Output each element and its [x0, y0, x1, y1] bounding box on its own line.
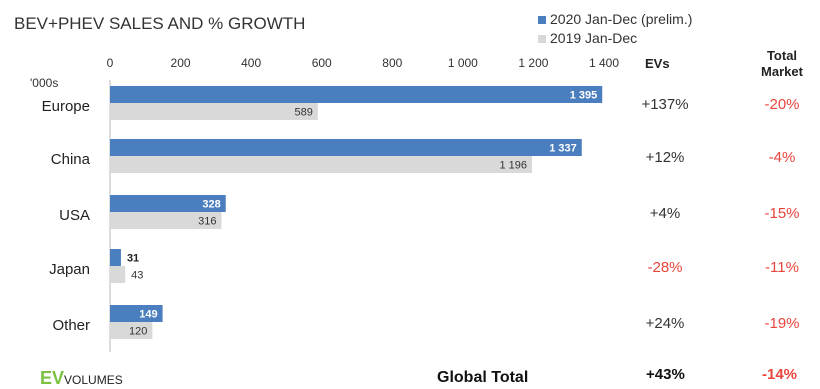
category-label: Japan: [49, 261, 90, 278]
global-total-ev-growth: +43%: [646, 366, 685, 383]
category-label: China: [51, 151, 91, 168]
market-growth-value: -4%: [769, 149, 796, 166]
bar-2020-value-label: 149: [139, 309, 157, 321]
category-label: Other: [52, 317, 90, 334]
bar-2019: [110, 212, 222, 229]
x-tick-label: 200: [171, 56, 191, 70]
ev-volumes-logo: EVVOLUMES: [40, 368, 123, 389]
bar-2020-value-label: 328: [202, 199, 220, 211]
ev-growth-value: +137%: [641, 96, 688, 113]
x-tick-label: 1 400: [589, 56, 619, 70]
market-header-line1: Total: [766, 48, 798, 63]
bar-2020-value-label: 1 337: [549, 143, 577, 155]
x-tick-label: 600: [312, 56, 332, 70]
x-tick-label: 1 000: [448, 56, 478, 70]
x-tick-label: 400: [241, 56, 261, 70]
bar-2020: [110, 195, 226, 212]
ev-growth-value: -28%: [647, 259, 682, 276]
global-total-label: Global Total: [437, 369, 529, 386]
market-growth-value: -11%: [765, 259, 799, 276]
logo-volumes-text: VOLUMES: [64, 373, 123, 387]
legend-item-2019: 2019 Jan-Dec: [538, 30, 637, 46]
ev-growth-value: +24%: [646, 315, 685, 332]
x-tick-label: 1 200: [518, 56, 548, 70]
bar-2020: [110, 86, 603, 103]
legend-swatch-2020: [538, 16, 546, 25]
bar-2019: [110, 266, 126, 283]
ev-growth-value: +4%: [650, 205, 680, 222]
market-growth-value: -19%: [764, 315, 799, 332]
legend-swatch-2019: [538, 35, 546, 44]
bar-2020-value-label: 31: [127, 253, 139, 265]
x-tick-label: 800: [382, 56, 402, 70]
bar-2019-value-label: 316: [198, 216, 216, 228]
market-header-line2: Market: [761, 64, 803, 79]
market-growth-value: -15%: [764, 205, 799, 222]
bar-2019-value-label: 120: [129, 326, 147, 338]
market-column-header: Total Market: [752, 48, 812, 80]
bar-2019: [110, 322, 153, 339]
legend-item-2020: 2020 Jan-Dec (prelim.): [538, 11, 692, 27]
bar-2020: [110, 139, 582, 156]
chart-title: BEV+PHEV SALES AND % GROWTH: [14, 14, 306, 33]
ev-growth-value: +12%: [646, 149, 685, 166]
market-growth-value: -20%: [764, 96, 799, 113]
bar-2019: [110, 103, 318, 120]
logo-ev-text: EV: [40, 368, 65, 388]
legend-label-2020: 2020 Jan-Dec (prelim.): [550, 11, 693, 27]
category-label: Europe: [42, 98, 90, 115]
bar-2020: [110, 249, 121, 266]
legend-label-2019: 2019 Jan-Dec: [550, 30, 638, 46]
bar-2020-value-label: 1 395: [570, 90, 598, 102]
global-total-market-growth: -14%: [762, 366, 798, 383]
category-label: USA: [59, 207, 90, 224]
bar-2019-value-label: 1 196: [499, 160, 527, 172]
bar-2019-value-label: 589: [294, 107, 312, 119]
ev-column-header: EVs: [645, 56, 670, 71]
bar-2020: [110, 305, 163, 322]
bar-2019-value-label: 43: [131, 270, 143, 282]
unit-label: '000s: [30, 76, 59, 90]
x-tick-label: 0: [107, 56, 114, 70]
bar-2019: [110, 156, 533, 173]
